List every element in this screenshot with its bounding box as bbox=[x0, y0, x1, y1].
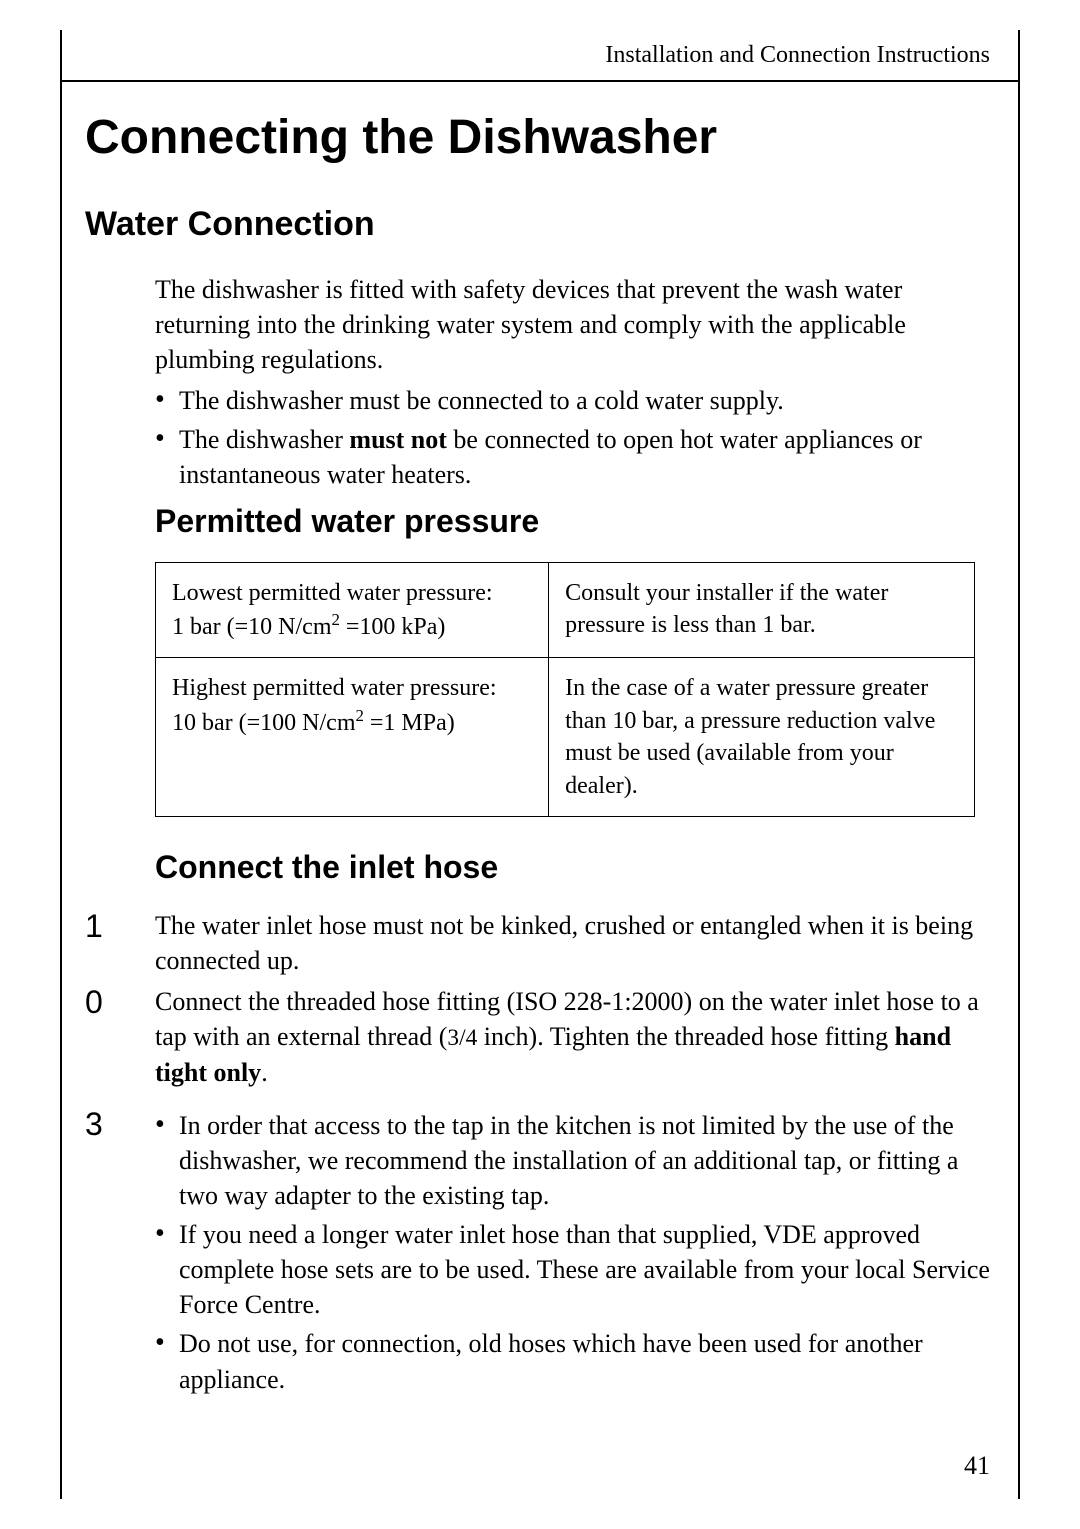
cell-line: 10 bar (=100 N/cm2 =1 MPa) bbox=[172, 710, 455, 736]
header-section-title: Installation and Connection Instructions bbox=[605, 42, 990, 69]
table-cell-left: Lowest permitted water pressure: 1 bar (… bbox=[156, 562, 549, 658]
bullet-item: The dishwasher must be connected to a co… bbox=[155, 383, 995, 418]
step-number: 1 bbox=[85, 908, 135, 945]
bullet-item: In order that access to the tap in the k… bbox=[155, 1108, 995, 1213]
bullet-item: Do not use, for connection, old hoses wh… bbox=[155, 1326, 995, 1396]
notes-number: 3 bbox=[85, 1106, 103, 1143]
step-number: 0 bbox=[85, 984, 135, 1021]
step-row: 1 The water inlet hose must not be kinke… bbox=[85, 908, 995, 978]
bullet-text: In order that access to the tap in the k… bbox=[179, 1111, 958, 1210]
table-cell-left: Highest permitted water pressure: 10 bar… bbox=[156, 658, 549, 817]
cell-line: Lowest permitted water pressure: bbox=[172, 580, 493, 606]
bullet-item: The dishwasher must not be connected to … bbox=[155, 422, 995, 492]
page-content: Connecting the Dishwasher Water Connecti… bbox=[85, 110, 995, 1401]
water-connection-heading: Water Connection bbox=[85, 205, 995, 244]
step-text: The water inlet hose must not be kinked,… bbox=[155, 908, 995, 978]
bullet-item: If you need a longer water inlet hose th… bbox=[155, 1217, 995, 1322]
fraction: 3/4 bbox=[447, 1025, 477, 1051]
header-rule bbox=[60, 80, 1020, 82]
table-cell-right: In the case of a water pressure greater … bbox=[549, 658, 975, 817]
cell-line: 1 bar (=10 N/cm2 =100 kPa) bbox=[172, 614, 445, 640]
bullet-text: The dishwasher must not be connected to … bbox=[179, 425, 922, 489]
step-text: Connect the threaded hose fitting (ISO 2… bbox=[155, 984, 995, 1090]
water-connection-body: The dishwasher is fitted with safety dev… bbox=[155, 272, 995, 493]
inlet-hose-heading: Connect the inlet hose bbox=[155, 849, 995, 886]
permitted-pressure-heading: Permitted water pressure bbox=[155, 503, 995, 540]
step-row: 0 Connect the threaded hose fitting (ISO… bbox=[85, 984, 995, 1090]
inlet-hose-notes: In order that access to the tap in the k… bbox=[155, 1108, 995, 1397]
bullet-text: Do not use, for connection, old hoses wh… bbox=[179, 1329, 923, 1393]
water-connection-bullets: The dishwasher must be connected to a co… bbox=[155, 383, 995, 492]
emphasis: must not bbox=[349, 425, 447, 454]
cell-line: Highest permitted water pressure: bbox=[172, 675, 497, 701]
bullet-text: The dishwasher must be connected to a co… bbox=[179, 386, 784, 415]
table-row: Highest permitted water pressure: 10 bar… bbox=[156, 658, 975, 817]
bullet-text: If you need a longer water inlet hose th… bbox=[179, 1220, 990, 1319]
table-row: Lowest permitted water pressure: 1 bar (… bbox=[156, 562, 975, 658]
page-number: 41 bbox=[964, 1451, 990, 1481]
notes-block: 3 In order that access to the tap in the… bbox=[85, 1108, 995, 1397]
intro-paragraph: The dishwasher is fitted with safety dev… bbox=[155, 272, 995, 377]
table-cell-right: Consult your installer if the water pres… bbox=[549, 562, 975, 658]
page-title: Connecting the Dishwasher bbox=[85, 110, 995, 165]
pressure-table: Lowest permitted water pressure: 1 bar (… bbox=[155, 562, 975, 817]
